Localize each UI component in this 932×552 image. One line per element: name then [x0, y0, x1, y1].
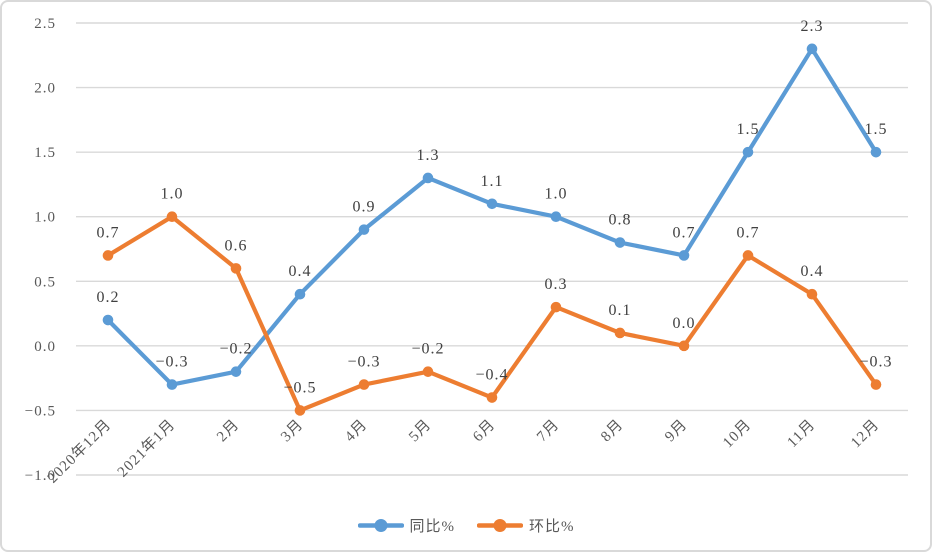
- y-tick-label: 2.5: [34, 16, 56, 32]
- x-tick-label: 9月: [662, 417, 691, 446]
- data-point: [614, 237, 626, 248]
- data-point: [230, 366, 242, 377]
- data-point: [550, 301, 562, 313]
- y-tick-label: 0.5: [34, 274, 56, 290]
- data-label: 0.7: [97, 224, 120, 241]
- data-label: −0.3: [347, 354, 380, 371]
- data-point: [678, 340, 690, 352]
- data-label: −0.3: [155, 354, 188, 371]
- data-label: −0.2: [411, 341, 444, 358]
- data-point: [166, 211, 178, 223]
- y-tick-label: 1.5: [34, 145, 56, 161]
- data-label: −0.5: [283, 379, 316, 396]
- data-label: 2.3: [801, 18, 824, 35]
- data-label: 0.7: [673, 224, 696, 241]
- legend-label-mom: 环比%: [529, 519, 575, 535]
- data-label: 1.5: [865, 121, 888, 138]
- y-tick-label: 0.0: [34, 339, 56, 355]
- data-label: 0.7: [737, 224, 760, 241]
- x-tick-label: 5月: [406, 417, 435, 446]
- data-point: [102, 250, 114, 261]
- legend-label-yoy: 同比%: [409, 519, 455, 535]
- data-point: [806, 43, 818, 55]
- x-tick-label: 2月: [214, 417, 243, 446]
- data-point: [294, 405, 306, 416]
- data-point: [550, 211, 562, 223]
- line-marker-icon: [357, 519, 404, 532]
- data-point: [422, 172, 434, 184]
- data-label: 0.6: [225, 237, 248, 254]
- data-label: 1.3: [417, 147, 440, 164]
- x-tick-label: 7月: [534, 417, 563, 446]
- data-label: −0.3: [859, 354, 892, 371]
- legend: 同比% 环比%: [2, 515, 930, 536]
- data-point: [166, 379, 178, 390]
- data-point: [870, 379, 882, 390]
- x-tick-label: 3月: [278, 417, 307, 446]
- data-label: 0.9: [353, 199, 376, 216]
- line-marker-icon: [477, 519, 523, 532]
- data-label: 0.1: [609, 302, 632, 319]
- data-point: [870, 146, 882, 158]
- x-tick-label: 8月: [598, 417, 627, 446]
- data-label: 0.2: [97, 289, 120, 306]
- data-point: [358, 224, 370, 235]
- data-label: 0.0: [673, 315, 696, 332]
- data-label: 0.4: [289, 263, 312, 280]
- x-tick-label: 10月: [720, 417, 755, 452]
- x-tick-label: 4月: [342, 417, 371, 446]
- data-label: 0.4: [801, 263, 824, 280]
- legend-item-yoy[interactable]: 同比%: [357, 515, 456, 536]
- data-label: 0.3: [545, 276, 568, 293]
- x-tick-label: 6月: [470, 417, 499, 446]
- y-tick-label: −1.0: [25, 468, 56, 484]
- legend-item-mom[interactable]: 环比%: [477, 515, 575, 536]
- y-tick-label: 2.0: [34, 81, 56, 97]
- x-tick-label: 2021年1月: [114, 416, 179, 481]
- x-tick-label: 11月: [785, 417, 819, 451]
- data-point: [230, 263, 242, 274]
- y-tick-label: −0.5: [25, 403, 56, 419]
- data-label: 1.0: [545, 186, 568, 203]
- data-label: 1.1: [481, 173, 504, 190]
- data-label: 0.8: [609, 212, 632, 229]
- data-point: [102, 314, 114, 326]
- x-tick-label: 12月: [848, 417, 883, 452]
- data-label: −0.4: [475, 367, 508, 384]
- data-label: 1.5: [737, 121, 760, 138]
- data-point: [486, 198, 498, 210]
- data-point: [422, 366, 434, 377]
- data-label: 1.0: [161, 186, 184, 203]
- data-label: −0.2: [219, 341, 252, 358]
- data-point: [806, 288, 818, 300]
- data-point: [742, 146, 754, 158]
- data-point: [358, 379, 370, 390]
- data-point: [742, 250, 754, 261]
- data-point: [678, 250, 690, 261]
- data-point: [614, 327, 626, 339]
- x-tick-label: 2020年12月: [44, 416, 115, 487]
- y-tick-label: 1.0: [34, 210, 56, 226]
- data-point: [486, 392, 498, 403]
- data-point: [294, 288, 306, 300]
